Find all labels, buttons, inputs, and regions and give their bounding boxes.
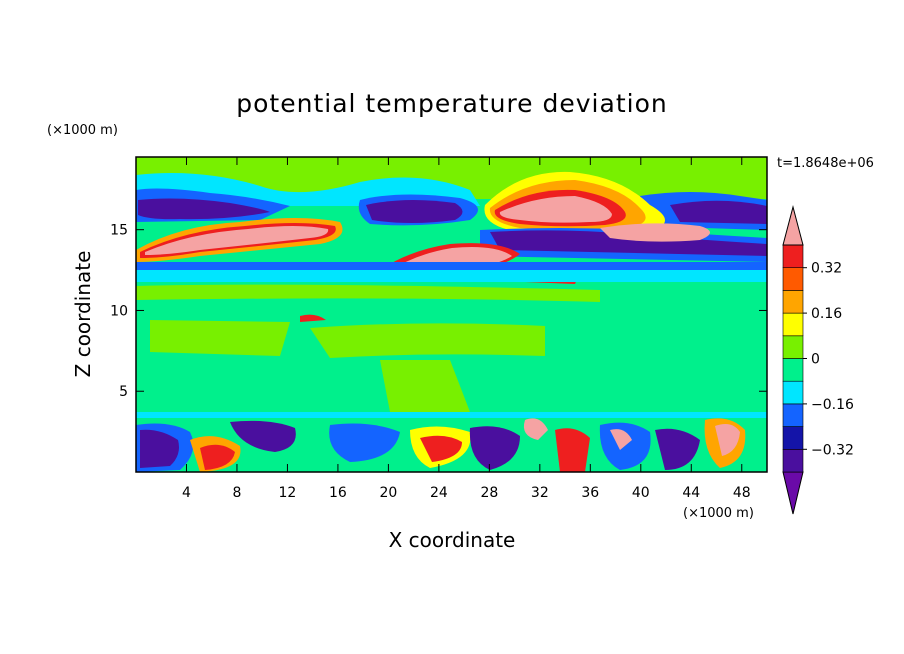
y-unit-label: (×1000 m)	[47, 123, 118, 138]
x-tick-label: 48	[733, 485, 751, 501]
y-tick-label: 10	[110, 303, 128, 319]
colorbar-swatch	[782, 290, 804, 314]
contour-green-patch-2	[150, 320, 290, 356]
chart-title: potential temperature deviation	[236, 89, 667, 118]
colorbar-over-triangle	[782, 205, 804, 246]
colorbar-tick-label: −0.16	[811, 397, 854, 413]
contour-purple-top-mid	[366, 199, 463, 223]
contour-purple-top-left	[138, 198, 270, 220]
x-tick-label: 16	[329, 485, 347, 501]
colorbar-swatch	[782, 244, 804, 269]
colorbar-swatch	[782, 267, 804, 291]
contour-blue-line	[136, 262, 767, 270]
contour-purple-top-right	[670, 200, 767, 224]
x-tick-label: 8	[232, 485, 241, 501]
contour-red-dot	[300, 314, 326, 322]
colorbar-tick-label: 0.32	[811, 261, 842, 277]
colorbar-swatch	[782, 448, 804, 473]
x-tick-label: 24	[430, 485, 448, 501]
colorbar-swatch	[782, 358, 804, 382]
x-unit-label: (×1000 m)	[683, 506, 754, 521]
colorbar-swatch	[782, 426, 804, 450]
contour-bl-top-line	[136, 412, 767, 418]
contour-pink-top	[499, 196, 612, 223]
contour-bl-6	[329, 423, 400, 462]
colorbar-under-triangle	[782, 471, 804, 515]
y-axis-label: Z coordinate	[71, 251, 95, 378]
y-tick-label: 5	[119, 384, 128, 400]
x-tick-label: 36	[581, 485, 599, 501]
x-tick-label: 20	[379, 485, 397, 501]
contour-cyan-line	[136, 270, 767, 282]
contour-bl-8	[420, 435, 462, 462]
contour-pink-left	[145, 226, 329, 255]
contour-pink-band-right	[600, 223, 710, 242]
contour-bl-15	[715, 424, 740, 456]
contour-bl-13	[655, 428, 700, 470]
contour-bl-5	[230, 420, 296, 452]
contour-green-patch-1	[136, 284, 600, 302]
colorbar-tick-label: 0	[811, 352, 820, 368]
colorbar-tick-label: −0.32	[811, 442, 854, 458]
x-tick-label: 28	[480, 485, 498, 501]
x-tick-label: 12	[279, 485, 297, 501]
contour-plot-area	[136, 157, 767, 472]
colorbar: 0.32 0.16 0 −0.16 −0.32	[782, 205, 854, 515]
contour-bl-4	[200, 444, 235, 470]
x-tick-label: 44	[682, 485, 700, 501]
x-tick-label: 32	[531, 485, 549, 501]
x-tick-label: 40	[632, 485, 650, 501]
x-axis-label: X coordinate	[389, 528, 516, 552]
contour-green-patch-3	[310, 323, 545, 358]
colorbar-swatch	[782, 335, 804, 359]
colorbar-tick-label: 0.16	[811, 306, 842, 322]
contour-bl-10	[523, 418, 548, 440]
contour-bl-9	[469, 426, 520, 470]
time-label: t=1.8648e+06	[777, 156, 874, 171]
contour-bl-2	[140, 429, 179, 468]
colorbar-swatch	[782, 403, 804, 427]
x-axis: 4 8 12 16 20 24 28 32 36 40 44 48	[182, 157, 751, 501]
contour-green-patch-4	[380, 360, 470, 412]
contour-purple-band	[490, 230, 767, 256]
colorbar-swatch	[782, 312, 804, 337]
y-tick-label: 15	[110, 223, 128, 239]
colorbar-swatch	[782, 380, 804, 405]
plot-frame	[135, 156, 768, 473]
x-tick-label: 4	[182, 485, 191, 501]
y-axis: 5 10 15	[110, 223, 767, 400]
contour-bl-11	[555, 428, 590, 472]
contour-bl-16	[610, 429, 632, 450]
